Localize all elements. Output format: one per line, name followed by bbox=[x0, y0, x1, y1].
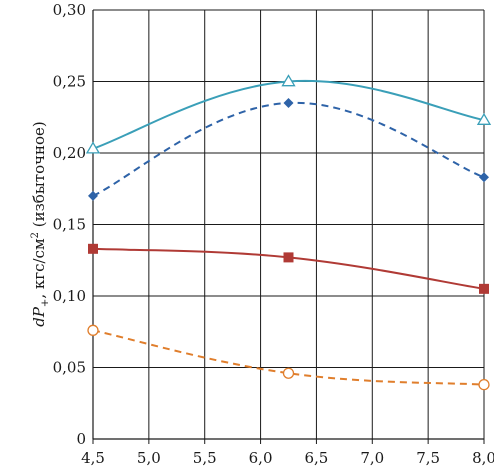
square-marker bbox=[88, 243, 98, 254]
y-axis-title-note: (избыточное) bbox=[30, 121, 48, 232]
series-teal-triangle-solid bbox=[85, 74, 492, 154]
triangle-marker bbox=[281, 74, 296, 87]
y-tick-label: 0,10 bbox=[53, 287, 86, 305]
y-tick-label: 0,15 bbox=[53, 216, 86, 234]
circle-marker bbox=[282, 367, 295, 379]
y-axis-title-main: dP bbox=[30, 306, 48, 327]
x-tick-label: 4,5 bbox=[81, 449, 105, 467]
series bbox=[85, 74, 492, 391]
x-tick-label: 8,0 bbox=[472, 449, 494, 467]
diamond-marker bbox=[283, 97, 294, 108]
axes bbox=[92, 10, 485, 444]
diamond-marker bbox=[88, 190, 98, 201]
x-tick-label: 5,5 bbox=[193, 449, 217, 467]
y-tick-label: 0,25 bbox=[53, 73, 86, 91]
y-axis-title: dP+, кгс/см2 (избыточное) bbox=[30, 121, 51, 327]
x-tick-label: 6,0 bbox=[249, 449, 273, 467]
square-marker bbox=[479, 283, 489, 294]
x-tick-label: 7,0 bbox=[360, 449, 384, 467]
tick-labels: 0 0,05 0,10 0,15 0,20 0,25 0,30 4,5 5,0 5,5 6,0 6,5… bbox=[53, 1, 494, 467]
diamond-marker bbox=[479, 172, 489, 183]
y-axis-title-superscript: 2 bbox=[30, 232, 41, 238]
triangle-marker bbox=[476, 112, 492, 125]
y-tick-label: 0,20 bbox=[53, 144, 86, 162]
series-line bbox=[92, 101, 485, 197]
square-marker bbox=[283, 252, 294, 263]
series-line bbox=[92, 79, 485, 150]
circle-marker bbox=[87, 324, 99, 336]
y-axis-title-subscript: + bbox=[40, 299, 51, 307]
series-line bbox=[92, 329, 485, 386]
series-red-square-solid bbox=[88, 243, 489, 294]
triangle-marker bbox=[85, 141, 101, 154]
x-tick-label: 6,5 bbox=[304, 449, 328, 467]
series-blue-diamond-dashed bbox=[88, 97, 489, 201]
circle-marker bbox=[478, 379, 490, 391]
y-tick-label: 0,30 bbox=[53, 1, 86, 19]
x-tick-label: 7,5 bbox=[416, 449, 440, 467]
series-orange-circle-dashed bbox=[87, 324, 490, 391]
y-tick-label: 0 bbox=[76, 430, 86, 448]
y-tick-label: 0,05 bbox=[53, 359, 86, 377]
x-tick-label: 5,0 bbox=[137, 449, 161, 467]
y-axis-title-unit: , кгс/см bbox=[30, 238, 48, 299]
